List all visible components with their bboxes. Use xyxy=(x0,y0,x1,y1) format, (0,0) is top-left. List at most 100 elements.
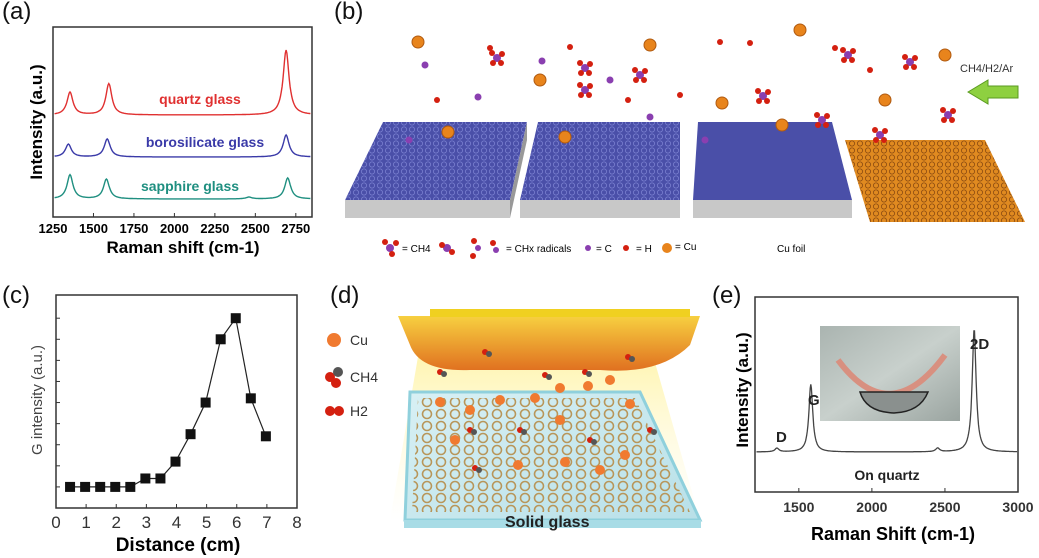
molecule-c xyxy=(818,116,826,124)
gas-c xyxy=(629,356,635,362)
x-tick-label: 3000 xyxy=(1002,499,1033,515)
svg-text:= H: = H xyxy=(636,244,652,255)
molecule-h xyxy=(578,92,584,98)
c-atom xyxy=(474,93,482,101)
molecule-c xyxy=(944,111,952,119)
cu-particle xyxy=(625,399,635,409)
inset-photo-boat xyxy=(858,391,930,414)
cu-particle xyxy=(530,393,540,403)
data-point xyxy=(140,473,151,484)
molecule-h xyxy=(577,82,583,88)
cu-particle xyxy=(450,435,460,445)
substrate-1 xyxy=(345,122,527,218)
molecule-h xyxy=(841,57,847,63)
series-line xyxy=(54,173,311,200)
cu-atom xyxy=(441,125,455,139)
c-atom xyxy=(701,136,709,144)
series-label: borosilicate glass xyxy=(146,134,264,150)
x-axis-label: Raman Shift (cm-1) xyxy=(811,524,975,544)
x-tick-label: 6 xyxy=(232,513,241,532)
legend-b: = CH4 = CHx radicals = C = H = Cu Cu foi… xyxy=(382,238,805,259)
annotation: On quartz xyxy=(854,467,919,483)
annotation: G xyxy=(808,392,820,409)
molecule-h xyxy=(632,67,638,73)
plot-frame xyxy=(754,296,1019,493)
svg-text:H2: H2 xyxy=(350,403,368,419)
cu-particle xyxy=(495,395,505,405)
x-tick-label: 0 xyxy=(51,513,60,532)
panel-d-diagram: Solid glass Cu CH4 H2 xyxy=(325,309,703,531)
cu-atom xyxy=(643,38,657,52)
molecule-c xyxy=(636,71,644,79)
gas-c xyxy=(546,374,552,380)
data-point xyxy=(200,397,211,408)
gas-c xyxy=(471,429,477,435)
x-tick-label: 1500 xyxy=(783,499,814,515)
molecule-h xyxy=(849,57,855,63)
molecule-c xyxy=(906,58,914,66)
x-tick-label: 1500 xyxy=(79,221,108,236)
data-point xyxy=(95,481,106,492)
molecule-h xyxy=(903,64,909,70)
x-tick-label: 3 xyxy=(142,513,151,532)
molecule-h xyxy=(814,112,820,118)
gas-c xyxy=(521,429,527,435)
series-line xyxy=(756,330,1018,453)
molecule-h xyxy=(911,64,917,70)
panel-c-chart: 0 1 2 3 4 5 6 7 8 Distance (cm) G intensity (a.u.) xyxy=(29,294,302,556)
panel-e-label: (e) xyxy=(712,282,742,309)
molecule-h xyxy=(498,60,504,66)
x-tick-label: 2750 xyxy=(281,221,310,236)
h-atom xyxy=(717,39,723,45)
annotation: 2D xyxy=(970,336,989,353)
c-atom xyxy=(538,57,546,65)
panel-b-diagram: CH4/H2/Ar = CH4 = CHx radicals = C = H =… xyxy=(345,23,1025,259)
c-atom xyxy=(421,61,429,69)
data-point xyxy=(185,429,196,440)
molecule-c xyxy=(581,64,589,72)
gas-c xyxy=(486,351,492,357)
molecule-h xyxy=(840,47,846,53)
gas-c xyxy=(651,429,657,435)
h-atom xyxy=(832,45,838,51)
molecule-h xyxy=(881,137,887,143)
y-axis-label: G intensity (a.u.) xyxy=(29,345,46,455)
cu-particle xyxy=(555,415,565,425)
cu-atom xyxy=(775,118,789,132)
cu-particle xyxy=(620,450,630,460)
x-tick-label: 1250 xyxy=(39,221,68,236)
gas-arrow-icon xyxy=(967,79,1019,105)
molecule-c xyxy=(876,131,884,139)
x-tick-label: 2500 xyxy=(929,499,960,515)
molecule-h xyxy=(949,117,955,123)
data-point xyxy=(260,431,271,442)
molecule-h xyxy=(755,88,761,94)
x-tick-label: 2000 xyxy=(160,221,189,236)
series-line xyxy=(54,133,311,158)
cu-particle xyxy=(435,397,445,407)
data-point xyxy=(125,481,136,492)
data-point xyxy=(155,473,166,484)
c-atom xyxy=(646,113,654,121)
svg-text:Cu: Cu xyxy=(350,332,368,348)
data-point xyxy=(215,334,226,345)
plot-frame xyxy=(52,26,313,218)
molecule-h xyxy=(873,137,879,143)
molecule-h xyxy=(941,117,947,123)
data-point xyxy=(80,481,91,492)
series-label: quartz glass xyxy=(159,91,241,107)
panel-a-chart: quartz glass borosilicate glass sapphire g… xyxy=(27,26,313,257)
data-point xyxy=(245,393,256,404)
molecules xyxy=(405,23,956,144)
svg-text:= C: = C xyxy=(596,244,612,255)
molecule-h xyxy=(850,48,856,54)
cu-foil xyxy=(845,140,1025,222)
molecule-h xyxy=(912,55,918,61)
cu-particle xyxy=(595,465,605,475)
molecule-h xyxy=(587,61,593,67)
molecule-h xyxy=(764,98,770,104)
x-tick-label: 5 xyxy=(202,513,211,532)
molecule-h xyxy=(950,108,956,114)
svg-text:= CHx radicals: = CHx radicals xyxy=(506,244,571,255)
